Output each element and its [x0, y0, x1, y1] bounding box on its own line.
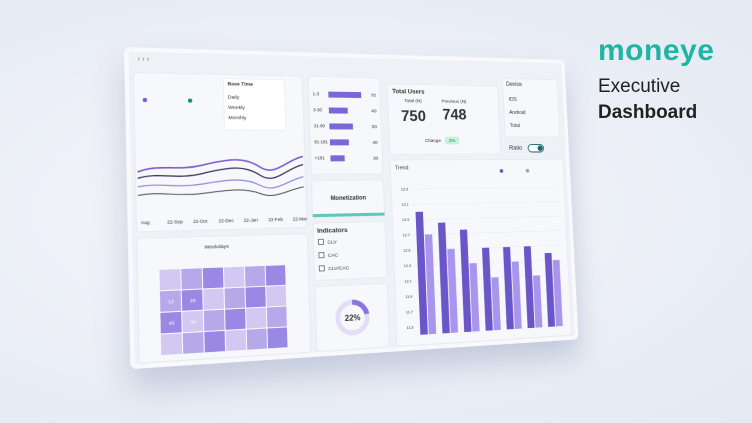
bar-value: 50	[372, 124, 378, 130]
x-tick-label: 22-Oct	[193, 219, 208, 225]
heat-cell	[223, 266, 245, 288]
x-tick-label: Aug	[141, 220, 150, 226]
card	[312, 180, 385, 217]
indicator: CLV	[327, 239, 337, 245]
bar	[329, 123, 354, 130]
badge-text: 3%	[449, 138, 456, 144]
y-tick-label: 12.7	[403, 232, 411, 237]
y-tick-label: 13.3	[401, 186, 409, 191]
x-tick-label: 22-Mar	[293, 217, 308, 222]
cell-value: 34	[190, 319, 196, 326]
card-title: Device	[506, 82, 523, 88]
bar-value: 40	[372, 140, 378, 146]
heat-cell	[182, 332, 204, 354]
card	[502, 79, 559, 137]
label: Total (N)	[404, 98, 422, 104]
checkbox[interactable]	[318, 239, 323, 244]
card	[387, 84, 500, 154]
bar	[328, 107, 348, 114]
heat-cell	[202, 267, 224, 289]
bar-value: 70	[371, 93, 377, 99]
bar-value: 40	[371, 108, 377, 114]
heat-cell	[225, 308, 246, 330]
heat-cell	[159, 269, 181, 291]
bar-label: 31-90	[314, 124, 326, 129]
kpi: 748	[442, 106, 467, 123]
heat-cell	[244, 265, 266, 287]
bar	[328, 91, 362, 99]
cell-value: 12	[168, 299, 174, 306]
heat-cell	[203, 309, 225, 332]
heat-cell	[181, 268, 203, 290]
bar-label: 3-30	[313, 108, 322, 113]
heat-cell	[204, 330, 226, 353]
heat-cell	[181, 289, 203, 311]
nav: › › ›	[137, 56, 150, 64]
logo: moneye	[598, 34, 715, 67]
y-tick-label: 12.1	[404, 278, 412, 283]
heat-cell	[203, 288, 225, 310]
bar-label: >181	[315, 156, 326, 161]
label: Ratio	[509, 145, 523, 152]
y-tick-label: 11.9	[405, 294, 413, 299]
heat-cell	[246, 328, 267, 350]
card	[313, 222, 387, 281]
gauge-label: 22%	[345, 313, 361, 323]
card	[315, 283, 390, 351]
y-tick-label: 11.7	[406, 309, 414, 314]
card-title: Indicators	[317, 227, 348, 235]
card-title: Trend	[395, 165, 408, 171]
device-item: Android	[509, 110, 526, 116]
dropdown[interactable]	[223, 79, 286, 131]
heat-cell	[246, 307, 267, 329]
heat-cell	[266, 306, 287, 328]
headline: Dashboard	[598, 102, 698, 123]
heat-cell	[160, 333, 183, 356]
x-tick-label: 22-Dec	[218, 218, 234, 224]
heat-cell	[225, 329, 247, 352]
cell-value: 45	[168, 320, 174, 327]
dashboard-canvas: › › › Base Time Weekdays Monetization In…	[124, 56, 578, 369]
dropdown-option: Daily	[228, 94, 240, 100]
heat-cell	[245, 286, 266, 308]
indicator: CAC	[328, 252, 339, 258]
y-tick-label: 12.5	[403, 247, 411, 252]
bar-value: 30	[373, 156, 379, 162]
heat-cell	[267, 327, 288, 349]
dropdown-option: Monthly	[228, 115, 247, 121]
card	[390, 159, 571, 346]
headline: Executive	[598, 76, 681, 97]
y-tick-label: 12.3	[404, 263, 412, 268]
heat-cell	[265, 265, 286, 286]
y-tick-label: 11.5	[406, 324, 414, 329]
card-title: Monetization	[330, 196, 366, 203]
label: Previous (N)	[441, 99, 466, 105]
checkbox[interactable]	[319, 266, 324, 271]
label: Change	[425, 138, 441, 144]
brand: moneye Executive Dashboard	[598, 34, 714, 124]
y-tick-label: 12.9	[402, 217, 410, 222]
bar-label: 91-181	[314, 140, 328, 145]
heat-cell	[224, 287, 246, 309]
dashboard: › › › Base Time Weekdays Monetization In…	[124, 47, 579, 370]
heat-cell	[266, 285, 287, 307]
bar-label: 1-3	[313, 92, 320, 97]
y-tick-label: 13.1	[401, 202, 409, 207]
dropdown-option: Weekly	[228, 105, 245, 111]
x-tick-label: 22-Jan	[244, 218, 259, 223]
x-tick-label: 22-Sep	[167, 219, 183, 225]
device-item: IOS	[509, 97, 518, 103]
cell-value: 25	[190, 298, 196, 305]
device-item: Total	[510, 123, 520, 129]
x-tick-label: 22-Feb	[268, 217, 283, 222]
card-title: Total Users	[392, 89, 425, 96]
matrix-title: Weekdays	[204, 243, 229, 250]
bar	[329, 139, 349, 146]
indicator: CLV/CAC	[328, 265, 349, 272]
kpi: 750	[401, 108, 426, 126]
dropdown-label: Base Time	[227, 81, 253, 88]
bar	[330, 155, 345, 162]
checkbox[interactable]	[319, 252, 324, 257]
